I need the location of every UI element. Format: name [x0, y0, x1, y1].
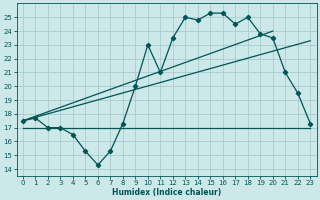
X-axis label: Humidex (Indice chaleur): Humidex (Indice chaleur)	[112, 188, 221, 197]
